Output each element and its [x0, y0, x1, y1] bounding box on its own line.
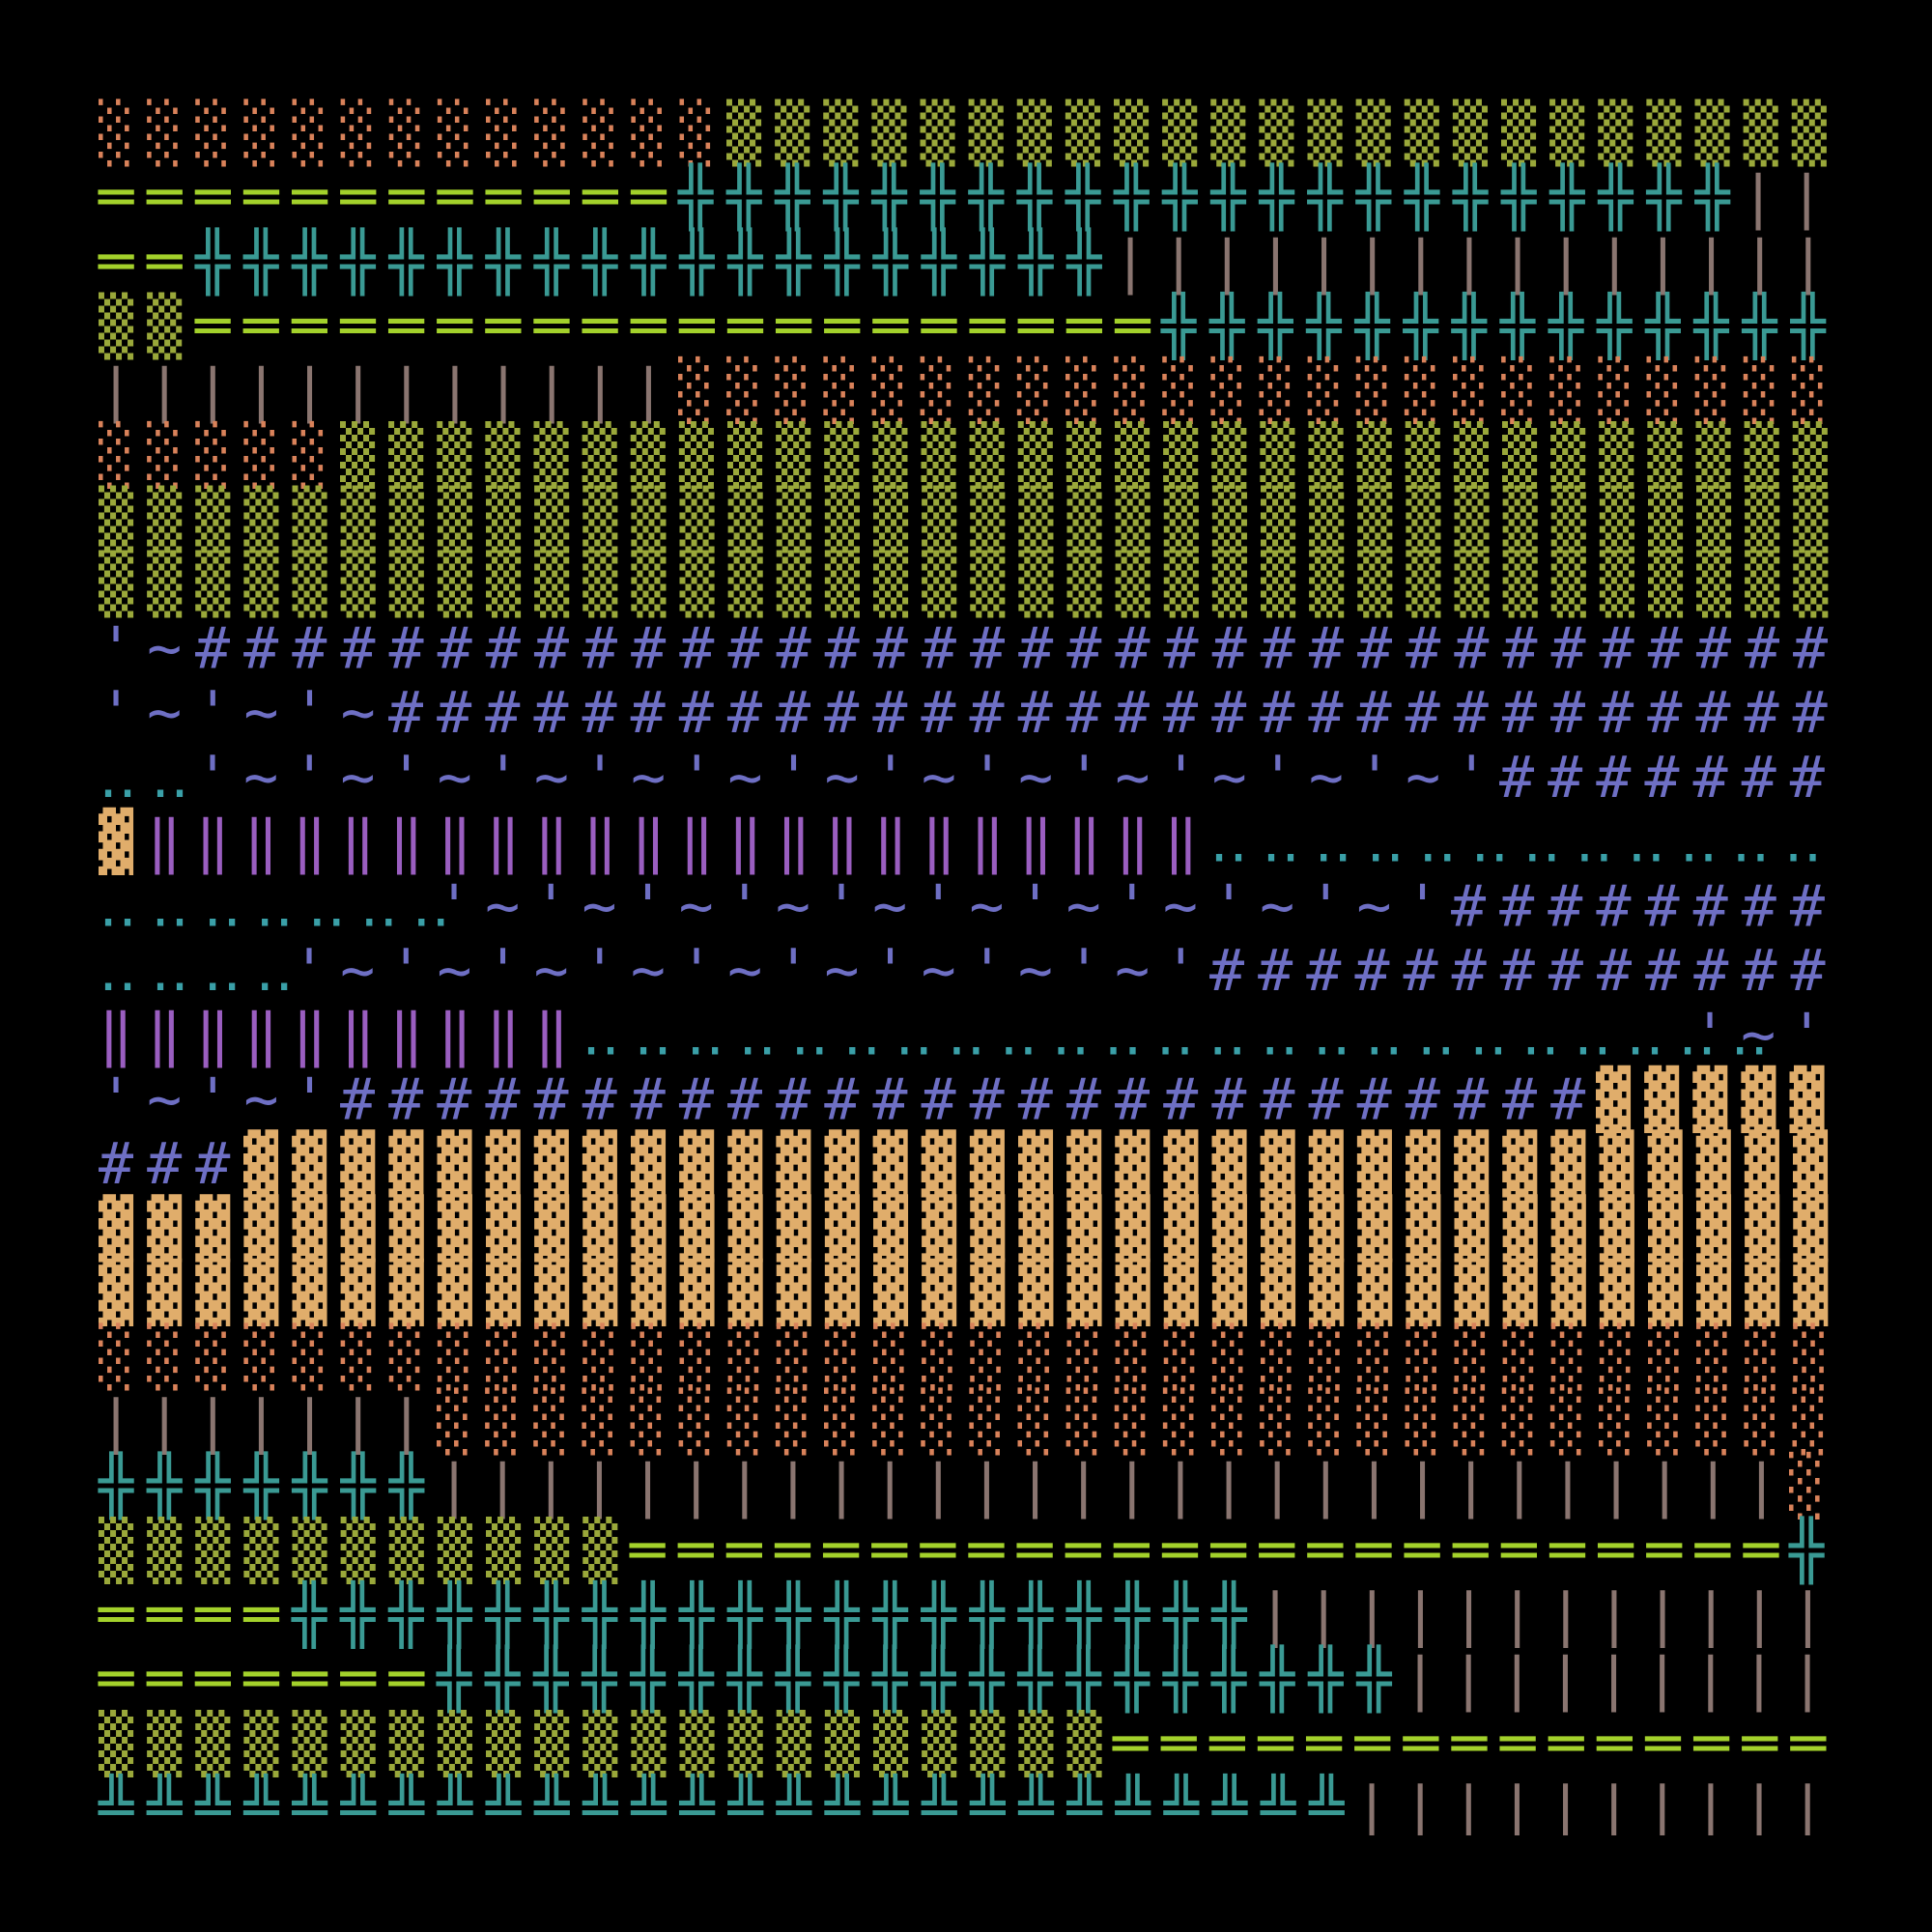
glyph-run: '~'	[1692, 1002, 1837, 1069]
glyph-run: ▓▓▓▓▓▓▓▓▓▓▓▓▓▓▓▓▓▓▓▓▓▓▓▓▓▓▓▓▓▓▓▓▓▓▓▓	[99, 1194, 1841, 1263]
glyph-run: ░░░░░░░░░░░░░░░░░░░░░░░░	[678, 356, 1840, 425]
glyph-run: ╬	[1788, 1515, 1837, 1585]
glyph-run: ╬╬╬╬╬╬╬╬╬╬╬╬╬╬╬╬╬╬╬╬	[436, 1644, 1405, 1715]
glyph-run: #############	[1209, 937, 1839, 1005]
glyph-run: ╬╬╬╬╬╬╬	[98, 1451, 438, 1521]
glyph-run: ░░░░░░░░░░░░░	[99, 99, 728, 167]
glyph-run: |||||||||||||||	[1113, 228, 1839, 296]
glyph-run: |||||||	[99, 1388, 438, 1456]
glyph-run: ‥‥‥‥‥‥‥	[99, 872, 464, 940]
glyph-run: ═══════════════	[1112, 1710, 1839, 1777]
glyph-run: ||||||||||||	[99, 357, 679, 425]
glyph-run: '~'~'	[99, 1065, 341, 1133]
glyph-run: ||||||||||	[1354, 1775, 1838, 1842]
glyph-run: ▓▓▓▓▓▓▓▓▓▓▓▓▓▓▓▓▓▓▓▓▓▓▓▓▓▓▓▓▓▓▓▓▓	[243, 1129, 1841, 1198]
glyph-run: ╬╬╬╬╬╬╬╬╬╬╬╬╬╬╬╬╬╬╬╬	[291, 1579, 1260, 1650]
glyph-run: #######	[1499, 744, 1838, 811]
glyph-run: ########	[1451, 872, 1838, 940]
glyph-run: ‥‥	[99, 744, 203, 811]
glyph-run: ▒▒▒▒▒▒▒▒▒▒▒▒▒▒▒▒▒▒▒▒▒▒▒▒▒▒▒▒▒▒▒	[340, 420, 1841, 489]
glyph-run: ════════════	[98, 164, 679, 232]
glyph-run: ||||||||||||	[1258, 1581, 1838, 1649]
glyph-grid: ░░░░░░░░░░░░░▒▒▒▒▒▒▒▒▒▒▒▒▒▒▒▒▒▒▒▒▒▒▒════…	[98, 99, 1889, 1842]
glyph-run: ░░░░░	[99, 420, 341, 489]
glyph-run: |||||||||	[1403, 1646, 1838, 1714]
glyph-run: ||	[1741, 164, 1837, 232]
glyph-run: ▓▓▓▓▓	[1596, 1065, 1838, 1133]
glyph-run: '~'~'~	[99, 679, 389, 747]
glyph-run: ▒▒▒▒▒▒▒▒▒▒▒▒▒▒▒▒▒▒▒▒▒	[99, 1709, 1116, 1777]
glyph-run: '~	[99, 615, 195, 683]
glyph-run: ░░░░░░░░░░░░░░░░░░░░░░░░░░░░░	[437, 1387, 1841, 1456]
glyph-run: ╬╬╬╬╬╬╬╬╬╬╬╬╬╬	[1160, 291, 1839, 361]
glyph-run: ╬╬╬╬╬╬╬╬╬╬╬╬╬╬╬╬╬╬╬╬╬╬	[677, 162, 1744, 233]
glyph-run: ▓	[99, 808, 147, 876]
glyph-run: ‖‖‖‖‖‖‖‖‖‖	[99, 1002, 582, 1069]
glyph-run: ##########################	[340, 1065, 1599, 1133]
glyph-run: '~'~'~'~'~'~'~'~'~'~'	[437, 872, 1454, 940]
glyph-run: ||||||||||||||||||||||||||||	[437, 1453, 1792, 1520]
glyph-run: ‥‥‥‥	[99, 937, 307, 1005]
glyph-run: ══	[98, 228, 195, 296]
glyph-run: ░	[1789, 1452, 1837, 1520]
glyph-run: ‥‥‥‥‥‥‥‥‥‥‥‥‥	[1209, 809, 1889, 876]
glyph-run: ▒▒▒▒▒▒▒▒▒▒▒▒▒▒▒▒▒▒▒▒▒▒▒▒▒▒▒▒▒▒▒▒▒▒▒▒	[99, 485, 1841, 554]
glyph-run: ▒▒▒▒▒▒▒▒▒▒▒	[99, 1516, 631, 1584]
glyph-run: ╩╩╩╩╩╩╩╩╩╩╩╩╩╩╩╩╩╩╩╩╩╩╩╩╩╩	[98, 1773, 1357, 1842]
glyph-run: ###	[99, 1130, 243, 1198]
glyph-run: ╬╬╬╬╬╬╬╬╬╬╬╬╬╬╬╬╬╬╬	[194, 226, 1115, 297]
glyph-run: ░░░░░░░░░░░░░░░░░░░░░░░░░░░░░░░░░░░░	[99, 1322, 1841, 1391]
glyph-run: ▓▓▓▓▓▓▓▓▓▓▓▓▓▓▓▓▓▓▓▓▓▓▓▓▓▓▓▓▓▓▓▓▓▓▓▓	[99, 1259, 1841, 1327]
glyph-run: ‖‖‖‖‖‖‖‖‖‖‖‖‖‖‖‖‖‖‖‖‖‖	[147, 809, 1212, 876]
glyph-run: ##################################	[195, 615, 1841, 683]
glyph-run: ‥‥‥‥‥‥‥‥‥‥‥‥‥‥‥‥‥‥‥‥‥‥‥	[582, 1002, 1782, 1069]
glyph-run: ##############################	[388, 679, 1841, 747]
glyph-run: ▒▒▒▒▒▒▒▒▒▒▒▒▒▒▒▒▒▒▒▒▒▒▒▒▒▒▒▒▒▒▒▒▒▒▒▒	[99, 550, 1841, 618]
glyph-run: ════════════════════	[194, 293, 1163, 360]
glyph-run: '~'~'~'~'~'~'~'~'~'~'~'~'~'	[195, 744, 1502, 811]
glyph-run: ▒▒	[99, 292, 195, 360]
glyph-run: ═══════	[98, 1646, 438, 1714]
glyph-run: '~'~'~'~'~'~'~'~'~'	[292, 937, 1211, 1005]
glyph-run: ▒▒▒▒▒▒▒▒▒▒▒▒▒▒▒▒▒▒▒▒▒▒▒	[726, 99, 1840, 167]
glyph-run: ════	[98, 1581, 293, 1649]
glyph-run: ════════════════════════	[629, 1517, 1792, 1584]
